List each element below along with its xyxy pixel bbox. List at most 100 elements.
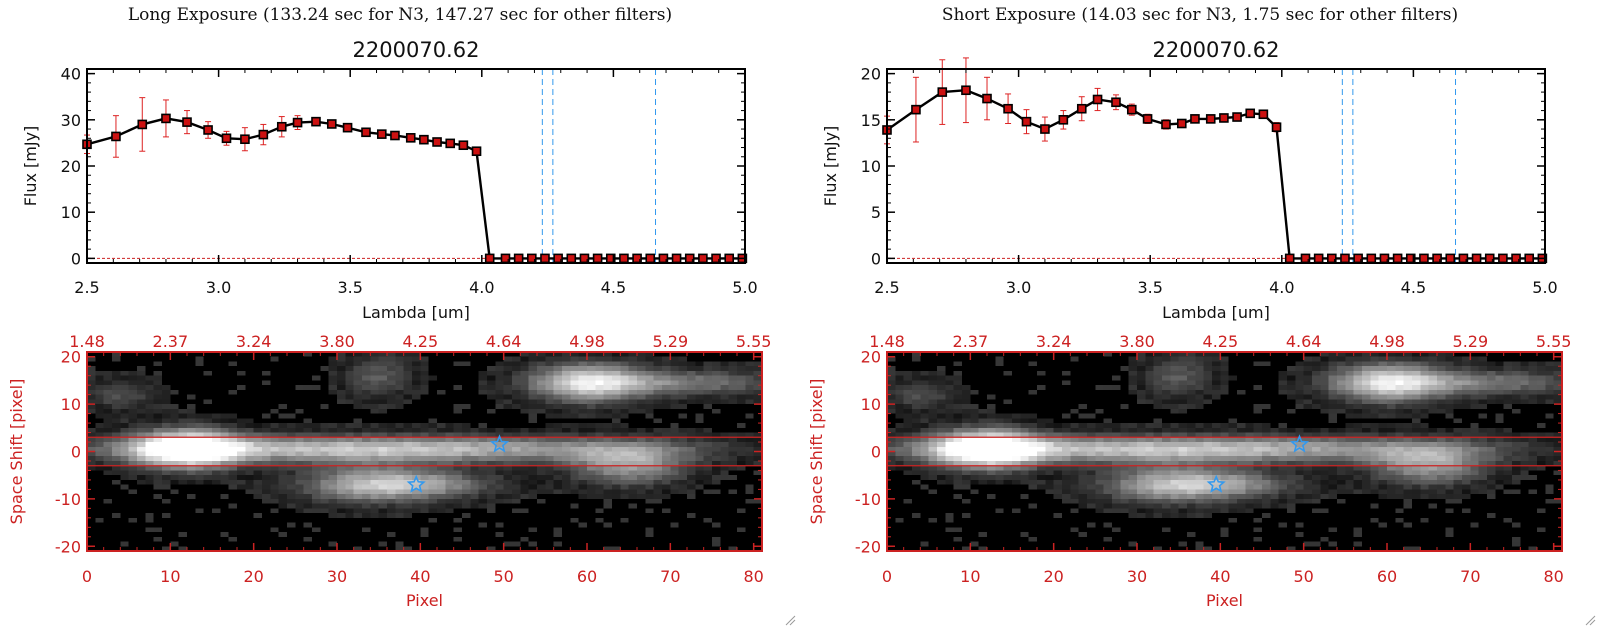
wavelength-tick-label: 2.37	[153, 332, 189, 351]
data-point-marker	[1003, 103, 1013, 114]
short-exposure-figure: 2200070.62 2.5 3.0 3.5 4.0 4.5 5.0 0 5 10 15 20 Lamb…	[807, 38, 1572, 610]
long-exposure-figure: 2200070.62 2.5 3.0 3.5 4.0 4.5 5.0 0 10 20 30 40 Lam…	[7, 38, 772, 610]
wavelength-tick-label: 3.24	[236, 332, 272, 351]
wavelength-tick-label: 3.24	[1036, 332, 1072, 351]
x-tick-label: 3.0	[206, 278, 231, 297]
pixel-tick-label: 80	[1543, 567, 1563, 586]
data-point-marker	[240, 134, 250, 145]
star-marker-icon	[1206, 474, 1226, 493]
pixel-axis-label: Pixel	[406, 591, 443, 610]
data-point-marker	[698, 253, 708, 264]
data-point-marker	[1313, 253, 1324, 264]
data-point-marker	[292, 117, 303, 128]
data-point-marker	[1111, 97, 1121, 108]
x-tick-label: 4.5	[601, 278, 626, 297]
short-exposure-panel: Short Exposure (14.03 sec for N3, 1.75 s…	[800, 0, 1600, 630]
shift-tick-label: 10	[61, 395, 81, 414]
y-tick-label: 10	[861, 157, 881, 176]
shift-tick-label: 20	[61, 348, 81, 367]
data-point-marker	[592, 253, 603, 264]
data-point-marker	[342, 122, 353, 133]
data-point-marker	[1271, 122, 1282, 132]
long-exposure-panel: Long Exposure (133.24 sec for N3, 147.27…	[7, 5, 796, 626]
data-point-marker	[1190, 114, 1200, 124]
x-tick-label: 5.0	[1532, 278, 1557, 297]
wavelength-tick-label: 4.64	[1286, 332, 1322, 351]
spectral-image	[87, 352, 762, 551]
wavelength-tick-label: 4.25	[403, 332, 439, 351]
pixel-tick-label: 20	[243, 567, 263, 586]
wavelength-tick-label: 5.29	[1453, 332, 1489, 351]
data-point-marker	[1366, 253, 1377, 264]
data-point-marker	[258, 129, 269, 140]
data-point-marker	[1392, 253, 1403, 264]
data-point-marker	[1040, 124, 1050, 134]
x-tick-label: 3.5	[1137, 278, 1162, 297]
wavelength-tick-label: 1.48	[869, 332, 905, 351]
x-axis-label: Lambda [um]	[1162, 303, 1270, 322]
wavelength-tick-label: 4.98	[569, 332, 605, 351]
data-point-marker	[1445, 253, 1456, 264]
pixel-tick-label: 10	[960, 567, 980, 586]
shift-tick-label: -20	[55, 537, 81, 556]
data-point-marker	[419, 134, 429, 145]
data-point-marker	[405, 133, 416, 143]
data-point-marker	[182, 117, 192, 127]
data-point-marker	[1258, 109, 1269, 120]
data-point-marker	[724, 253, 735, 264]
data-point-marker	[326, 119, 337, 129]
shift-tick-label: 0	[71, 443, 81, 462]
x-tick-label: 4.0	[469, 278, 494, 297]
pixel-tick-label: 20	[1043, 567, 1063, 586]
wavelength-tick-label: 4.25	[1203, 332, 1239, 351]
wavelength-tick-label: 2.37	[953, 332, 989, 351]
data-point-marker	[1205, 114, 1216, 124]
resize-grip-icon[interactable]	[1584, 614, 1596, 626]
wavelength-tick-label: 4.64	[486, 332, 522, 351]
star-marker-icon	[1289, 434, 1310, 453]
data-point-marker	[203, 125, 213, 135]
data-point-marker	[1126, 104, 1137, 115]
y-tick-label: 0	[71, 249, 81, 268]
data-point-marker	[276, 121, 287, 132]
wavelength-tick-label: 5.55	[1536, 332, 1572, 351]
pixel-tick-label: 30	[327, 567, 347, 586]
pixel-tick-label: 80	[743, 567, 763, 586]
data-point-marker	[221, 133, 232, 144]
pixel-tick-label: 70	[660, 567, 680, 586]
y-tick-label: 20	[61, 157, 81, 176]
wavelength-tick-label: 5.29	[653, 332, 689, 351]
x-tick-label: 2.5	[74, 278, 99, 297]
pixel-tick-label: 50	[1293, 567, 1313, 586]
data-point-marker	[1245, 108, 1256, 119]
y-tick-label: 40	[61, 65, 81, 84]
data-point-marker	[311, 116, 321, 127]
data-point-marker	[1076, 103, 1087, 114]
spectrum-title: 2200070.62	[353, 38, 480, 62]
data-point-marker	[1058, 115, 1069, 125]
y-axis-label: Flux [mJy]	[821, 126, 840, 207]
resize-grip-icon[interactable]	[784, 614, 796, 626]
y-tick-label: 10	[61, 203, 81, 222]
y-axis-label: Flux [mJy]	[21, 126, 40, 207]
wavelength-tick-label: 1.48	[69, 332, 105, 351]
data-point-marker	[937, 87, 948, 97]
data-point-marker	[566, 253, 577, 264]
data-point-marker	[111, 131, 121, 142]
wavelength-tick-label: 5.55	[736, 332, 772, 351]
data-point-marker	[137, 119, 148, 130]
pixel-axis-label: Pixel	[1206, 591, 1243, 610]
x-tick-label: 3.5	[337, 278, 362, 297]
x-axis-label: Lambda [um]	[362, 303, 470, 322]
data-point-marker	[390, 130, 400, 141]
space-shift-axis-label: Space Shift [pixel]	[7, 379, 26, 525]
spectrum-axes-frame	[86, 68, 746, 264]
x-tick-label: 5.0	[732, 278, 757, 297]
pixel-tick-label: 0	[82, 567, 92, 586]
data-point-marker	[484, 253, 495, 264]
shift-tick-label: 0	[871, 443, 881, 462]
data-point-marker	[1340, 253, 1350, 264]
y-tick-label: 20	[861, 65, 881, 84]
data-point-marker	[1176, 118, 1187, 129]
pixel-tick-label: 0	[882, 567, 892, 586]
